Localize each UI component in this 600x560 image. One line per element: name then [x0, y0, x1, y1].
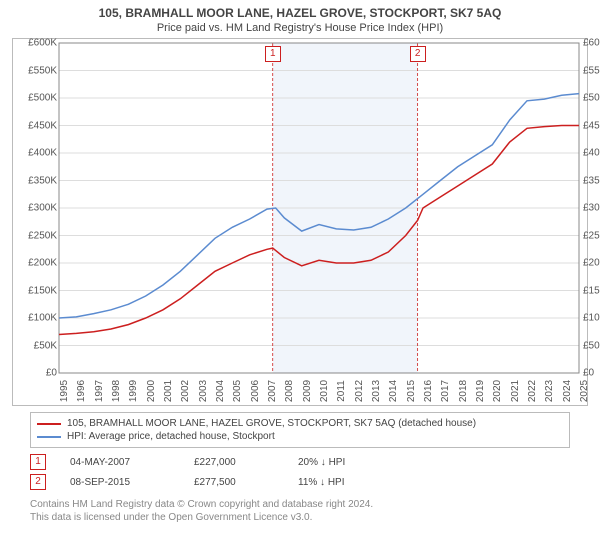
sale-price: £277,500: [194, 477, 274, 488]
x-axis-label: 2014: [388, 380, 399, 402]
legend-swatch: [37, 436, 61, 438]
y-axis-label: £200K: [15, 258, 57, 269]
y-axis-label: £400K: [583, 148, 600, 159]
y-axis-label: £0: [583, 368, 600, 379]
credit-text: Contains HM Land Registry data © Crown c…: [30, 498, 570, 524]
y-axis-label: £400K: [15, 148, 57, 159]
y-axis-label: £350K: [583, 175, 600, 186]
y-axis-label: £450K: [583, 120, 600, 131]
x-axis-label: 2000: [146, 380, 157, 402]
x-axis-label: 2020: [492, 380, 503, 402]
y-axis-label: £250K: [583, 230, 600, 241]
legend-item: 105, BRAMHALL MOOR LANE, HAZEL GROVE, ST…: [37, 417, 563, 430]
x-axis-label: 2015: [406, 380, 417, 402]
page-title: 105, BRAMHALL MOOR LANE, HAZEL GROVE, ST…: [0, 6, 600, 20]
x-axis-label: 2021: [510, 380, 521, 402]
x-axis-label: 2005: [232, 380, 243, 402]
legend-item: HPI: Average price, detached house, Stoc…: [37, 430, 563, 443]
y-axis-label: £600K: [583, 38, 600, 49]
y-axis-label: £300K: [583, 203, 600, 214]
x-axis-label: 2010: [319, 380, 330, 402]
sale-delta: 20% ↓ HPI: [298, 457, 345, 468]
x-axis-label: 2003: [198, 380, 209, 402]
y-axis-label: £300K: [15, 203, 57, 214]
y-axis-label: £0: [15, 368, 57, 379]
sale-price: £227,000: [194, 457, 274, 468]
x-axis-label: 1995: [59, 380, 70, 402]
legend-label: HPI: Average price, detached house, Stoc…: [67, 431, 275, 442]
x-axis-label: 1998: [111, 380, 122, 402]
y-axis-label: £450K: [15, 120, 57, 131]
legend: 105, BRAMHALL MOOR LANE, HAZEL GROVE, ST…: [30, 412, 570, 448]
y-axis-label: £550K: [15, 65, 57, 76]
y-axis-label: £250K: [15, 230, 57, 241]
x-axis-label: 2017: [440, 380, 451, 402]
x-axis-label: 2009: [302, 380, 313, 402]
x-axis-label: 2002: [180, 380, 191, 402]
credit-line: This data is licensed under the Open Gov…: [30, 511, 570, 524]
x-axis-label: 2022: [527, 380, 538, 402]
y-axis-label: £500K: [15, 93, 57, 104]
sale-row: 1 04-MAY-2007 £227,000 20% ↓ HPI: [30, 452, 570, 472]
x-axis-label: 2011: [336, 380, 347, 402]
sale-delta: 11% ↓ HPI: [298, 477, 345, 488]
x-axis-label: 2019: [475, 380, 486, 402]
sale-row: 2 08-SEP-2015 £277,500 11% ↓ HPI: [30, 472, 570, 492]
x-axis-label: 2012: [354, 380, 365, 402]
y-axis-label: £350K: [15, 175, 57, 186]
chart-flag: 1: [265, 46, 281, 62]
y-axis-label: £550K: [583, 65, 600, 76]
legend-label: 105, BRAMHALL MOOR LANE, HAZEL GROVE, ST…: [67, 418, 476, 429]
y-axis-label: £100K: [15, 313, 57, 324]
x-axis-label: 2013: [371, 380, 382, 402]
x-axis-label: 1997: [94, 380, 105, 402]
price-chart: £0£0£50K£50K£100K£100K£150K£150K£200K£20…: [12, 38, 588, 406]
x-axis-label: 2023: [544, 380, 555, 402]
credit-line: Contains HM Land Registry data © Crown c…: [30, 498, 570, 511]
y-axis-label: £200K: [583, 258, 600, 269]
x-axis-label: 2008: [284, 380, 295, 402]
plot-svg: [59, 43, 579, 373]
x-axis-label: 2018: [458, 380, 469, 402]
legend-swatch: [37, 423, 61, 425]
x-axis-label: 2006: [250, 380, 261, 402]
page-subtitle: Price paid vs. HM Land Registry's House …: [0, 22, 600, 34]
sale-date: 08-SEP-2015: [70, 477, 170, 488]
y-axis-label: £500K: [583, 93, 600, 104]
y-axis-label: £150K: [15, 285, 57, 296]
sales-table: 1 04-MAY-2007 £227,000 20% ↓ HPI 2 08-SEP-201…: [30, 452, 570, 492]
chart-flag: 2: [410, 46, 426, 62]
x-axis-label: 2004: [215, 380, 226, 402]
sale-flag: 2: [30, 474, 46, 490]
y-axis-label: £150K: [583, 285, 600, 296]
x-axis-label: 2007: [267, 380, 278, 402]
x-axis-label: 2025: [579, 380, 590, 402]
x-axis-label: 2024: [562, 380, 573, 402]
x-axis-label: 2016: [423, 380, 434, 402]
y-axis-label: £50K: [583, 340, 600, 351]
sale-date: 04-MAY-2007: [70, 457, 170, 468]
y-axis-label: £600K: [15, 38, 57, 49]
x-axis-label: 2001: [163, 380, 174, 402]
x-axis-label: 1996: [76, 380, 87, 402]
sale-flag: 1: [30, 454, 46, 470]
y-axis-label: £100K: [583, 313, 600, 324]
y-axis-label: £50K: [15, 340, 57, 351]
x-axis-label: 1999: [128, 380, 139, 402]
